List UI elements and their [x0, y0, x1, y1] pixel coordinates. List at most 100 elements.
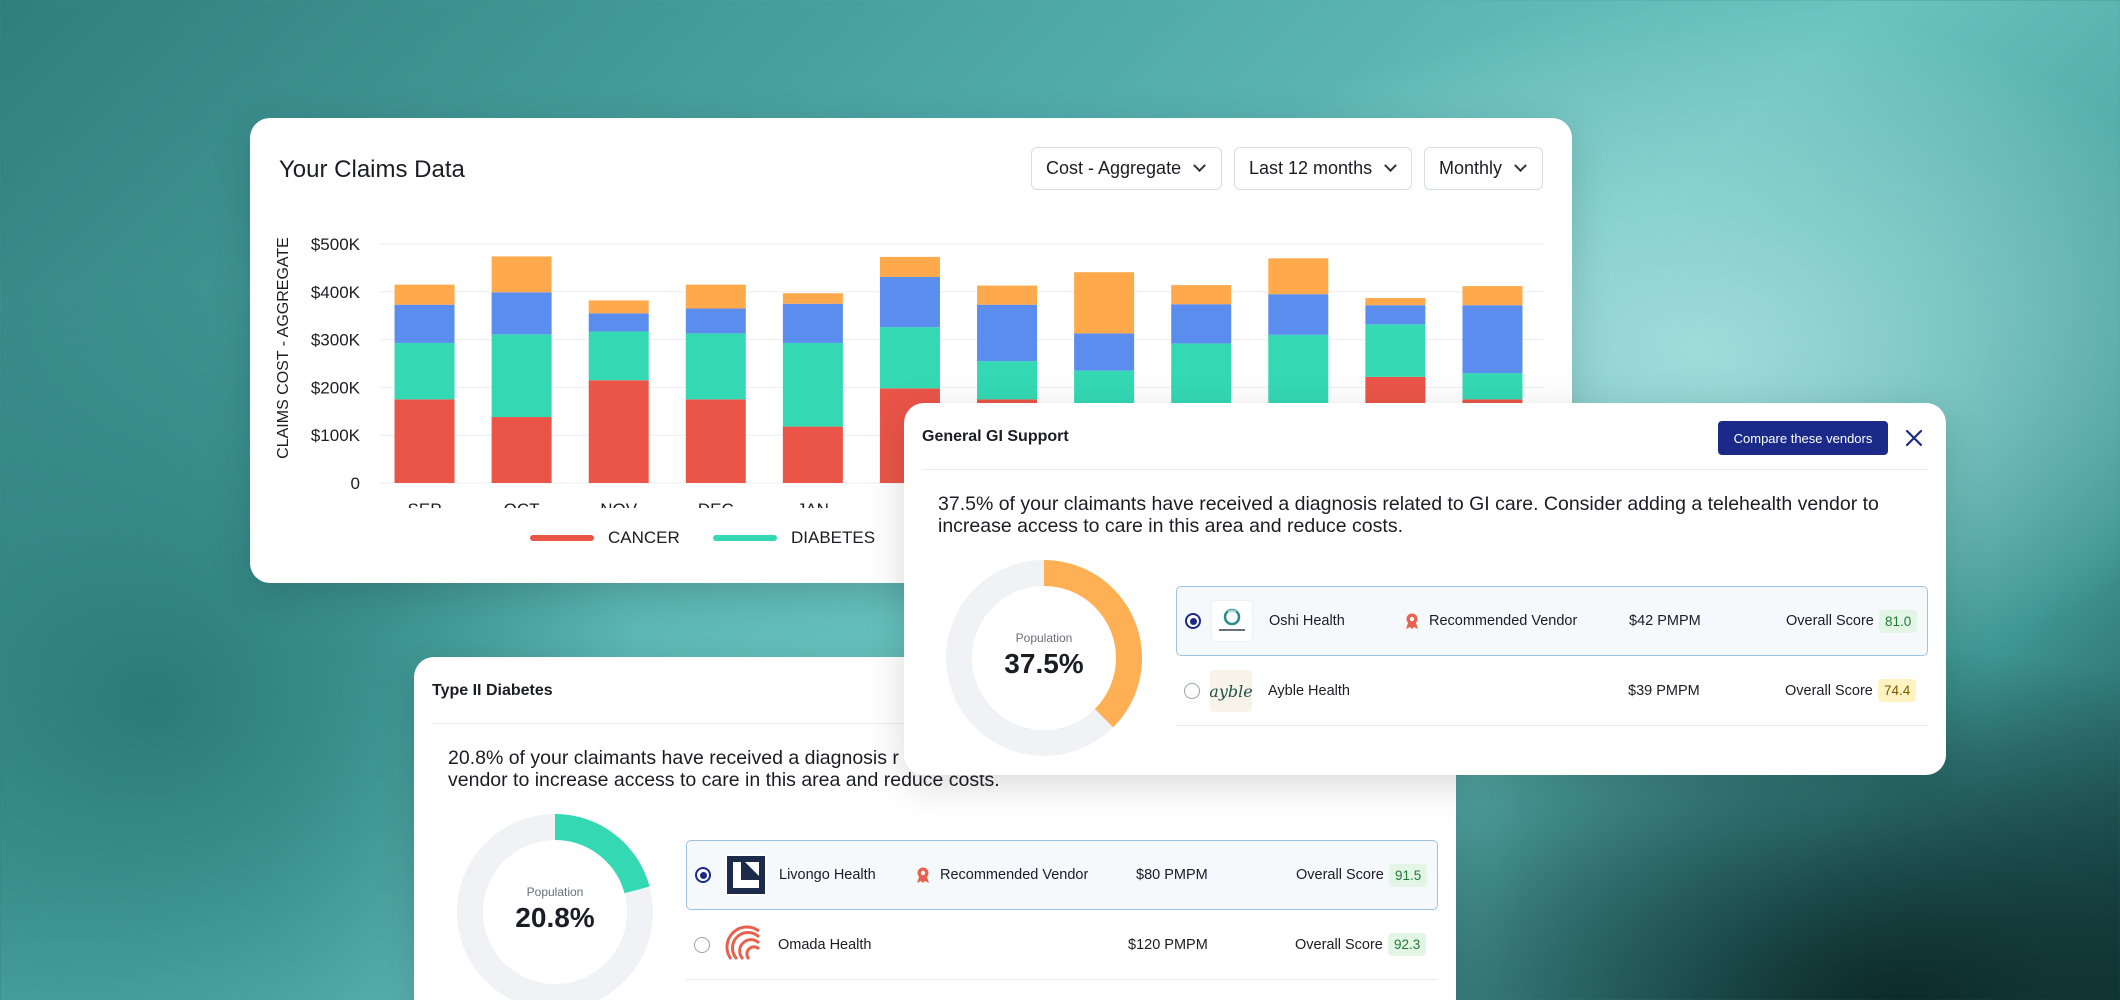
score-label: Overall Score — [1296, 867, 1384, 883]
bar-segment-diabetes — [782, 342, 843, 427]
metric-dropdown[interactable]: Cost - Aggregate — [1031, 147, 1222, 190]
population-label: Population — [526, 885, 584, 899]
population-donut: Population 37.5% — [944, 558, 1144, 758]
omada-logo — [724, 924, 766, 966]
bar-segment-series — [491, 256, 552, 293]
recommended-label: Recommended Vendor — [940, 867, 1089, 883]
panel-description: 37.5% of your claimants have received a … — [938, 493, 1879, 537]
bar-segment-series — [491, 292, 552, 335]
score-badge: 81.0 — [1879, 609, 1918, 633]
x-tick-label: DEC — [698, 500, 734, 508]
bar-segment-series — [1268, 294, 1329, 335]
ayble-logo: ayble — [1210, 670, 1252, 712]
bar-segment-series — [588, 313, 649, 332]
vendor-name: Oshi Health — [1269, 613, 1345, 629]
chevron-down-icon — [1514, 159, 1527, 173]
population-label: Population — [1015, 631, 1073, 645]
bar-segment-cancer — [782, 426, 843, 483]
bar-segment-diabetes — [491, 334, 552, 418]
bar-segment-series — [879, 276, 940, 328]
x-tick-label: OCT — [504, 500, 540, 508]
interval-dropdown-value: Monthly — [1439, 158, 1503, 178]
panel-description: 20.8% of your claimants have received a … — [448, 747, 1428, 791]
metric-dropdown-value: Cost - Aggregate — [1046, 158, 1182, 178]
bar-segment-series — [1462, 286, 1523, 306]
score-badge: 91.5 — [1389, 863, 1428, 887]
bar-segment-series — [1074, 333, 1135, 371]
award-ribbon-icon — [917, 867, 929, 883]
vendor-price: $42 PMPM — [1629, 613, 1701, 629]
bar-segment-series — [1171, 304, 1232, 344]
y-tick-label: $200K — [311, 378, 361, 397]
vendor-radio[interactable] — [1184, 683, 1200, 699]
range-dropdown-value: Last 12 months — [1249, 158, 1373, 178]
x-tick-label: NOV — [600, 500, 638, 508]
vendor-row-omada[interactable]: Omada Health $120 PMPM Overall Score 92.… — [686, 910, 1438, 980]
bar-segment-series — [394, 304, 455, 343]
range-dropdown[interactable]: Last 12 months — [1234, 147, 1412, 190]
vendor-price: $80 PMPM — [1136, 867, 1208, 883]
bar-segment-series — [1365, 298, 1426, 306]
y-tick-label: $100K — [311, 426, 361, 445]
bar-segment-series — [977, 285, 1038, 305]
x-tick-label: JAN — [797, 500, 829, 508]
score-badge: 92.3 — [1388, 933, 1427, 956]
bar-segment-series — [782, 293, 843, 304]
bar-segment-diabetes — [588, 331, 649, 381]
donut-arc — [946, 560, 1142, 756]
legend-swatch — [530, 535, 594, 541]
interval-dropdown[interactable]: Monthly — [1424, 147, 1543, 190]
bar-segment-diabetes — [685, 333, 746, 400]
chevron-down-icon — [1384, 159, 1397, 173]
vendor-row-ayble[interactable]: ayble Ayble Health $39 PMPM Overall Scor… — [1176, 656, 1928, 726]
award-ribbon-icon — [1406, 613, 1418, 629]
bar-segment-series — [1462, 305, 1523, 374]
oshi-logo — [1211, 600, 1253, 642]
x-tick-label: SEP — [408, 500, 442, 508]
donut-chart — [946, 560, 1142, 756]
y-tick-label: $300K — [311, 331, 361, 350]
bar-segment-cancer — [491, 417, 552, 483]
chevron-down-icon — [1193, 159, 1206, 173]
bar-segment-series — [782, 303, 843, 343]
gi-panel: General GI Support Compare these vendors… — [904, 403, 1946, 775]
divider — [922, 469, 1928, 470]
bar-segment-diabetes — [977, 361, 1038, 400]
vendor-name: Livongo Health — [779, 867, 876, 883]
bar-segment-series — [394, 284, 455, 305]
bar-segment-series — [1074, 272, 1135, 334]
bar-segment-series — [1171, 285, 1232, 305]
bar-segment-series — [1365, 305, 1426, 325]
vendor-row-oshi[interactable]: Oshi Health Recommended Vendor $42 PMPM … — [1176, 586, 1928, 656]
description-line-1: 20.8% of your claimants have received a … — [448, 747, 899, 769]
bar-segment-series — [1268, 258, 1329, 295]
score-label: Overall Score — [1786, 613, 1874, 629]
compare-vendors-button[interactable]: Compare these vendors — [1718, 421, 1888, 455]
bar-segment-series — [977, 304, 1038, 362]
legend-label: DIABETES — [791, 528, 876, 547]
bar-segment-diabetes — [1268, 334, 1329, 405]
y-tick-label: $500K — [311, 235, 361, 254]
donut-arc — [457, 814, 653, 1000]
score-badge: 74.4 — [1878, 679, 1917, 702]
legend-label: CANCER — [608, 528, 680, 547]
bar-segment-diabetes — [1462, 373, 1523, 400]
bar-segment-diabetes — [879, 327, 940, 389]
close-icon[interactable] — [1903, 427, 1925, 449]
legend-item-cancer: CANCER — [530, 528, 680, 548]
vendor-name: Ayble Health — [1268, 682, 1350, 699]
bar-segment-series — [588, 300, 649, 314]
vendor-radio[interactable] — [694, 937, 710, 953]
y-axis-label: CLAIMS COST - AGGREGATE — [275, 237, 292, 459]
score-label: Overall Score — [1785, 682, 1873, 699]
population-donut: Population 20.8% — [455, 812, 655, 1000]
vendor-price: $39 PMPM — [1628, 682, 1700, 699]
livongo-logo — [725, 854, 767, 896]
y-tick-label: $400K — [311, 283, 361, 302]
vendor-radio[interactable] — [1185, 613, 1201, 629]
vendor-radio[interactable] — [695, 867, 711, 883]
panel-title: General GI Support — [922, 428, 1069, 445]
recommended-label: Recommended Vendor — [1429, 613, 1578, 629]
vendor-row-livongo[interactable]: Livongo Health Recommended Vendor $80 PM… — [686, 840, 1438, 910]
bar-segment-series — [879, 256, 940, 277]
